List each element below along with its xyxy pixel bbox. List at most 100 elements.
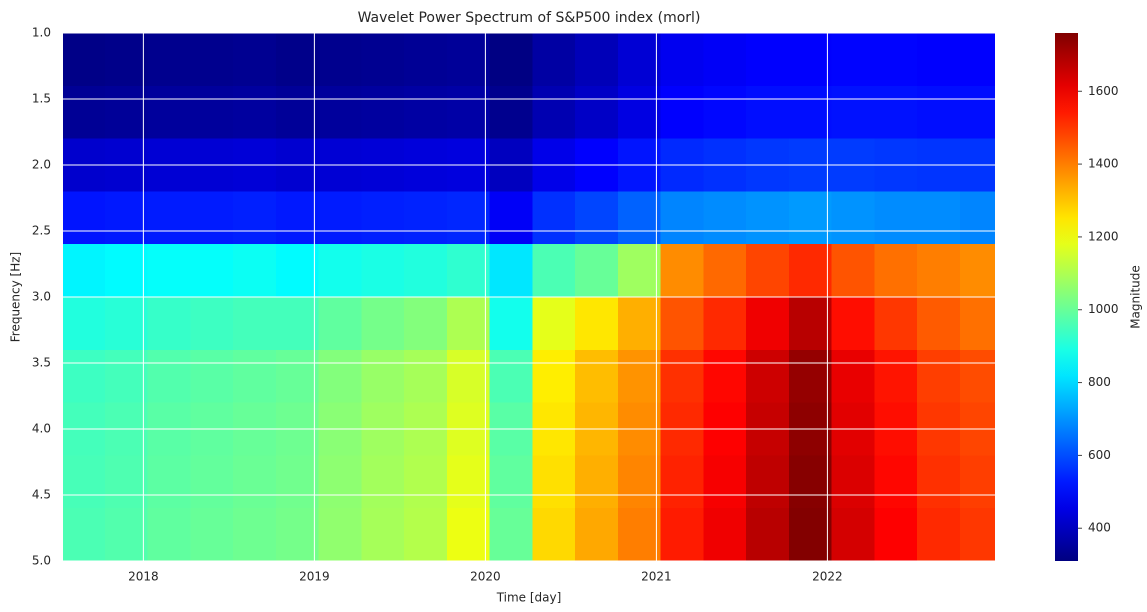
heatmap-cell	[831, 297, 876, 351]
heatmap-cell	[746, 191, 790, 245]
heatmap-cell	[361, 244, 405, 298]
heatmap-cell	[275, 85, 320, 140]
heatmap-cell	[532, 349, 576, 404]
heatmap-cell	[446, 191, 491, 245]
heatmap-cell	[318, 349, 363, 404]
heatmap-cell	[917, 33, 961, 87]
heatmap-cell	[831, 191, 876, 245]
heatmap-cell	[233, 455, 277, 509]
heatmap-cell	[532, 33, 576, 87]
heatmap-cell	[446, 244, 491, 298]
heatmap-cell	[233, 297, 277, 351]
heatmap-cell	[446, 349, 491, 404]
heatmap-cell	[660, 85, 705, 140]
heatmap-cell	[746, 349, 790, 404]
heatmap-cell	[874, 297, 918, 351]
heatmap-cell	[959, 33, 995, 87]
heatmap-cell	[446, 33, 491, 87]
heatmap-cell	[874, 508, 918, 561]
heatmap-cell	[404, 508, 448, 561]
x-tick-label: 2021	[641, 570, 672, 584]
heatmap-cell	[275, 244, 320, 298]
heatmap-cell	[489, 85, 534, 140]
heatmap-cell	[532, 85, 576, 140]
heatmap-cell	[575, 508, 619, 561]
heatmap-cell	[233, 33, 277, 87]
colorbar-tick-label: 1600	[1088, 84, 1119, 98]
colorbar-tick-label: 800	[1088, 375, 1111, 389]
heatmap-cell	[788, 455, 833, 509]
heatmap-cell	[831, 349, 876, 404]
colorbar-label: Magnitude	[1129, 265, 1143, 329]
heatmap-cell	[959, 191, 995, 245]
heatmap-cell	[746, 508, 790, 561]
heatmap-cell	[489, 349, 534, 404]
heatmap-cell	[275, 349, 320, 404]
heatmap-cell	[703, 297, 747, 351]
y-tick-label: 4.0	[32, 422, 51, 436]
heatmap-cell	[575, 33, 619, 87]
heatmap-cell	[617, 85, 662, 140]
heatmap-cell	[361, 349, 405, 404]
heatmap-cell	[190, 191, 234, 245]
heatmap-cell	[63, 85, 106, 140]
heatmap-cell	[63, 349, 106, 404]
y-tick-label: 5.0	[32, 554, 51, 568]
heatmap-cell	[446, 85, 491, 140]
heatmap-cell	[147, 33, 192, 87]
heatmap-cell	[575, 85, 619, 140]
heatmap-cell	[617, 508, 662, 561]
heatmap-cell	[446, 455, 491, 509]
heatmap-cell	[63, 33, 106, 87]
heatmap-cell	[275, 191, 320, 245]
heatmap-cell	[404, 33, 448, 87]
heatmap-cell	[104, 85, 149, 140]
heatmap-cell	[147, 85, 192, 140]
heatmap-cell	[575, 455, 619, 509]
heatmap-cell	[703, 508, 747, 561]
x-tick-label: 2019	[299, 570, 330, 584]
colorbar-tick-label: 1200	[1088, 229, 1119, 243]
x-tick-label: 2022	[812, 570, 843, 584]
heatmap-cell	[104, 508, 149, 561]
heatmap-cell	[746, 297, 790, 351]
heatmap-cell	[489, 508, 534, 561]
heatmap-cell	[404, 297, 448, 351]
heatmap-cell	[318, 455, 363, 509]
heatmap-cell	[275, 33, 320, 87]
heatmap-cell	[617, 191, 662, 245]
heatmap-cell	[917, 191, 961, 245]
colorbar-tick-label: 400	[1088, 521, 1111, 535]
heatmap-cell	[233, 244, 277, 298]
heatmap-cell	[147, 297, 192, 351]
heatmap-cell	[318, 297, 363, 351]
y-tick-label: 3.0	[32, 290, 51, 304]
heatmap-cell	[104, 191, 149, 245]
heatmap-cell	[532, 455, 576, 509]
x-tick-label: 2020	[470, 570, 501, 584]
heatmap-cell	[63, 191, 106, 245]
y-axis-label: Frequency [Hz]	[9, 252, 23, 343]
heatmap-cell	[63, 508, 106, 561]
heatmap-cell	[660, 191, 705, 245]
heatmap-cell	[318, 85, 363, 140]
heatmap-cell	[318, 33, 363, 87]
heatmap-cell	[660, 349, 705, 404]
grid	[63, 32, 995, 562]
heatmap-cell	[917, 85, 961, 140]
heatmap-cell	[532, 508, 576, 561]
y-tick-label: 4.5	[32, 488, 51, 502]
heatmap-cell	[959, 455, 995, 509]
heatmap-cell	[104, 244, 149, 298]
heatmap-cell	[361, 33, 405, 87]
heatmap-cell	[489, 244, 534, 298]
heatmap-cell	[147, 455, 192, 509]
heatmap-cell	[63, 244, 106, 298]
heatmap-cell	[959, 244, 995, 298]
heatmap-cell	[190, 508, 234, 561]
heatmap-cell	[874, 33, 918, 87]
heatmap-cell	[489, 191, 534, 245]
heatmap-cell	[233, 508, 277, 561]
heatmap-cell	[104, 349, 149, 404]
colorbar-tick-label: 1000	[1088, 302, 1119, 316]
